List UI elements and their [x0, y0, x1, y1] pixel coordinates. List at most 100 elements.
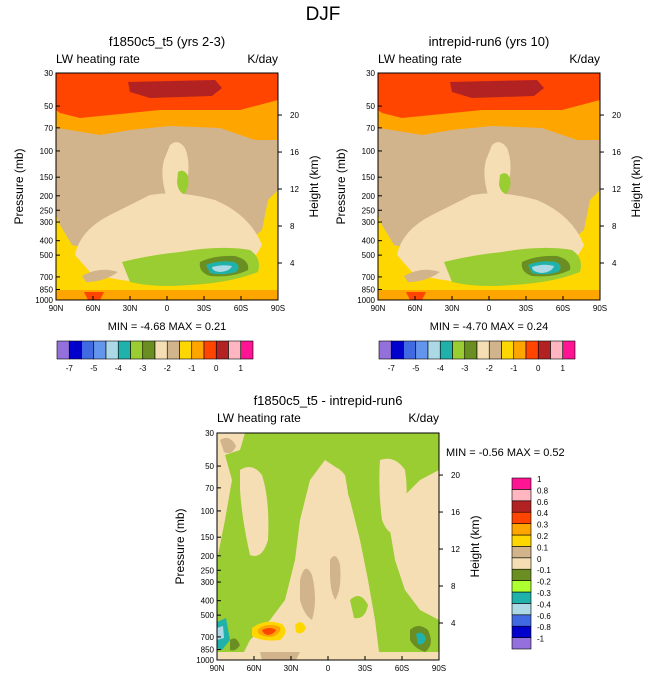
colorbar-box — [550, 340, 564, 360]
panel-c-stats: MIN = -0.56 MAX = 0.52 — [446, 447, 565, 459]
panel-c-axes: 90N 60N 30N 0 30S 60S 90S 30 50 70 100 150 200 250 300… — [173, 429, 482, 673]
y-tick-label: 400 — [201, 597, 215, 606]
colorbar-a: -7 -5 -4 -3 -2 -1 0 1 — [56, 340, 254, 373]
y-tick-label: 500 — [362, 251, 376, 260]
colorbar-label: -1 — [188, 364, 196, 373]
colorbar-box — [240, 340, 254, 360]
colorbar-box — [166, 340, 180, 360]
y-right-tick-label: 20 — [290, 111, 299, 120]
y-axis-title: Pressure (mb) — [334, 148, 348, 224]
colorbar-box — [511, 534, 532, 547]
colorbar-label: 0.1 — [537, 543, 549, 552]
figure-title: DJF — [306, 4, 341, 25]
colorbar-label: 0.4 — [537, 509, 549, 518]
y-tick-label: 200 — [362, 192, 376, 201]
panel-b-stats: MIN = -4.70 MAX = 0.24 — [430, 321, 549, 333]
x-tick-label: 30N — [445, 304, 460, 313]
x-tick-label: 30S — [358, 664, 372, 673]
colorbar-label: -1 — [510, 364, 518, 373]
colorbar-box — [511, 557, 532, 570]
y-tick-label: 100 — [201, 507, 215, 516]
panel-a-title: f1850c5_t5 (yrs 2-3) — [109, 34, 225, 49]
panel-b-unit: K/day — [569, 52, 600, 66]
y-tick-label: 1000 — [35, 296, 53, 305]
y-right-tick-label: 16 — [612, 148, 621, 157]
colorbar-box — [525, 340, 539, 360]
colorbar-label: -0.6 — [537, 612, 551, 621]
y-axis-title: Pressure (mb) — [12, 148, 26, 224]
y-tick-label: 700 — [362, 273, 376, 282]
y-tick-label: 50 — [205, 462, 214, 471]
y-tick-label: 70 — [366, 124, 375, 133]
x-tick-label: 30S — [519, 304, 533, 313]
colorbar-box — [511, 477, 532, 490]
y-tick-label: 200 — [40, 192, 54, 201]
x-tick-label: 60N — [408, 304, 423, 313]
colorbar-box — [511, 546, 532, 559]
colorbar-box — [511, 591, 532, 604]
colorbar-box — [93, 340, 107, 360]
y-tick-label: 30 — [205, 429, 214, 438]
colorbar-label: 0.8 — [537, 486, 549, 495]
colorbar-box — [511, 511, 532, 524]
y-right-tick-label: 12 — [290, 185, 299, 194]
colorbar-box — [439, 340, 453, 360]
colorbar-box — [81, 340, 95, 360]
y-tick-label: 700 — [201, 633, 215, 642]
colorbar-box — [511, 489, 532, 502]
y-tick-label: 1000 — [357, 296, 375, 305]
colorbar-box — [142, 340, 156, 360]
y-tick-label: 400 — [362, 237, 376, 246]
colorbar-label: -0.2 — [537, 578, 551, 587]
y-tick-label: 150 — [40, 173, 54, 182]
panel-b-axes: 90N 60N 30N 0 30S 60S 90S 30 50 70 100 150 200 250 300… — [334, 69, 643, 313]
colorbar-box — [415, 340, 429, 360]
colorbar-box — [452, 340, 466, 360]
x-tick-label: 0 — [165, 304, 170, 313]
y-tick-label: 150 — [362, 173, 376, 182]
panel-b-title: intrepid-run6 (yrs 10) — [429, 34, 550, 49]
y-tick-label: 250 — [362, 206, 376, 215]
y-tick-label: 300 — [40, 218, 54, 227]
panel-a-contours — [56, 73, 278, 300]
panel-b-contours — [378, 73, 600, 300]
colorbar-box — [562, 340, 576, 360]
colorbar-label: -0.8 — [537, 623, 551, 632]
colorbar-box — [464, 340, 478, 360]
panel-c-left-label: LW heating rate — [217, 411, 301, 425]
colorbar-label: -0.4 — [537, 600, 551, 609]
colorbar-box — [215, 340, 229, 360]
x-tick-label: 60N — [86, 304, 101, 313]
colorbar-box — [403, 340, 417, 360]
colorbar-box — [511, 625, 532, 638]
colorbar-box — [537, 340, 551, 360]
colorbar-label: -0.1 — [537, 566, 551, 575]
colorbar-b: -7 -5 -4 -3 -2 -1 0 1 — [378, 340, 576, 373]
colorbar-label: 1 — [561, 364, 566, 373]
y-tick-label: 50 — [366, 102, 375, 111]
y-right-tick-label: 20 — [451, 471, 460, 480]
colorbar-box — [203, 340, 217, 360]
colorbar-box — [511, 500, 532, 513]
panel-a-left-label: LW heating rate — [56, 52, 140, 66]
y-right-tick-label: 8 — [612, 222, 617, 231]
colorbar-box — [378, 340, 392, 360]
y-tick-label: 150 — [201, 533, 215, 542]
colorbar-box — [390, 340, 404, 360]
colorbar-box — [427, 340, 441, 360]
colorbar-box — [511, 614, 532, 627]
colorbar-label: -0.3 — [537, 589, 551, 598]
colorbar-label: -5 — [90, 364, 98, 373]
colorbar-label: -3 — [139, 364, 147, 373]
colorbar-label: 0.2 — [537, 532, 549, 541]
y-tick-label: 300 — [362, 218, 376, 227]
y-tick-label: 30 — [44, 69, 53, 78]
x-tick-label: 60S — [556, 304, 570, 313]
colorbar-box — [511, 580, 532, 593]
y-right-tick-label: 8 — [451, 582, 456, 591]
y-tick-label: 850 — [40, 285, 54, 294]
x-tick-label: 60S — [234, 304, 248, 313]
panel-c-unit: K/day — [408, 411, 439, 425]
panel-c: f1850c5_t5 - intrepid-run6 LW heating ra… — [173, 393, 565, 673]
colorbar-box — [488, 340, 502, 360]
